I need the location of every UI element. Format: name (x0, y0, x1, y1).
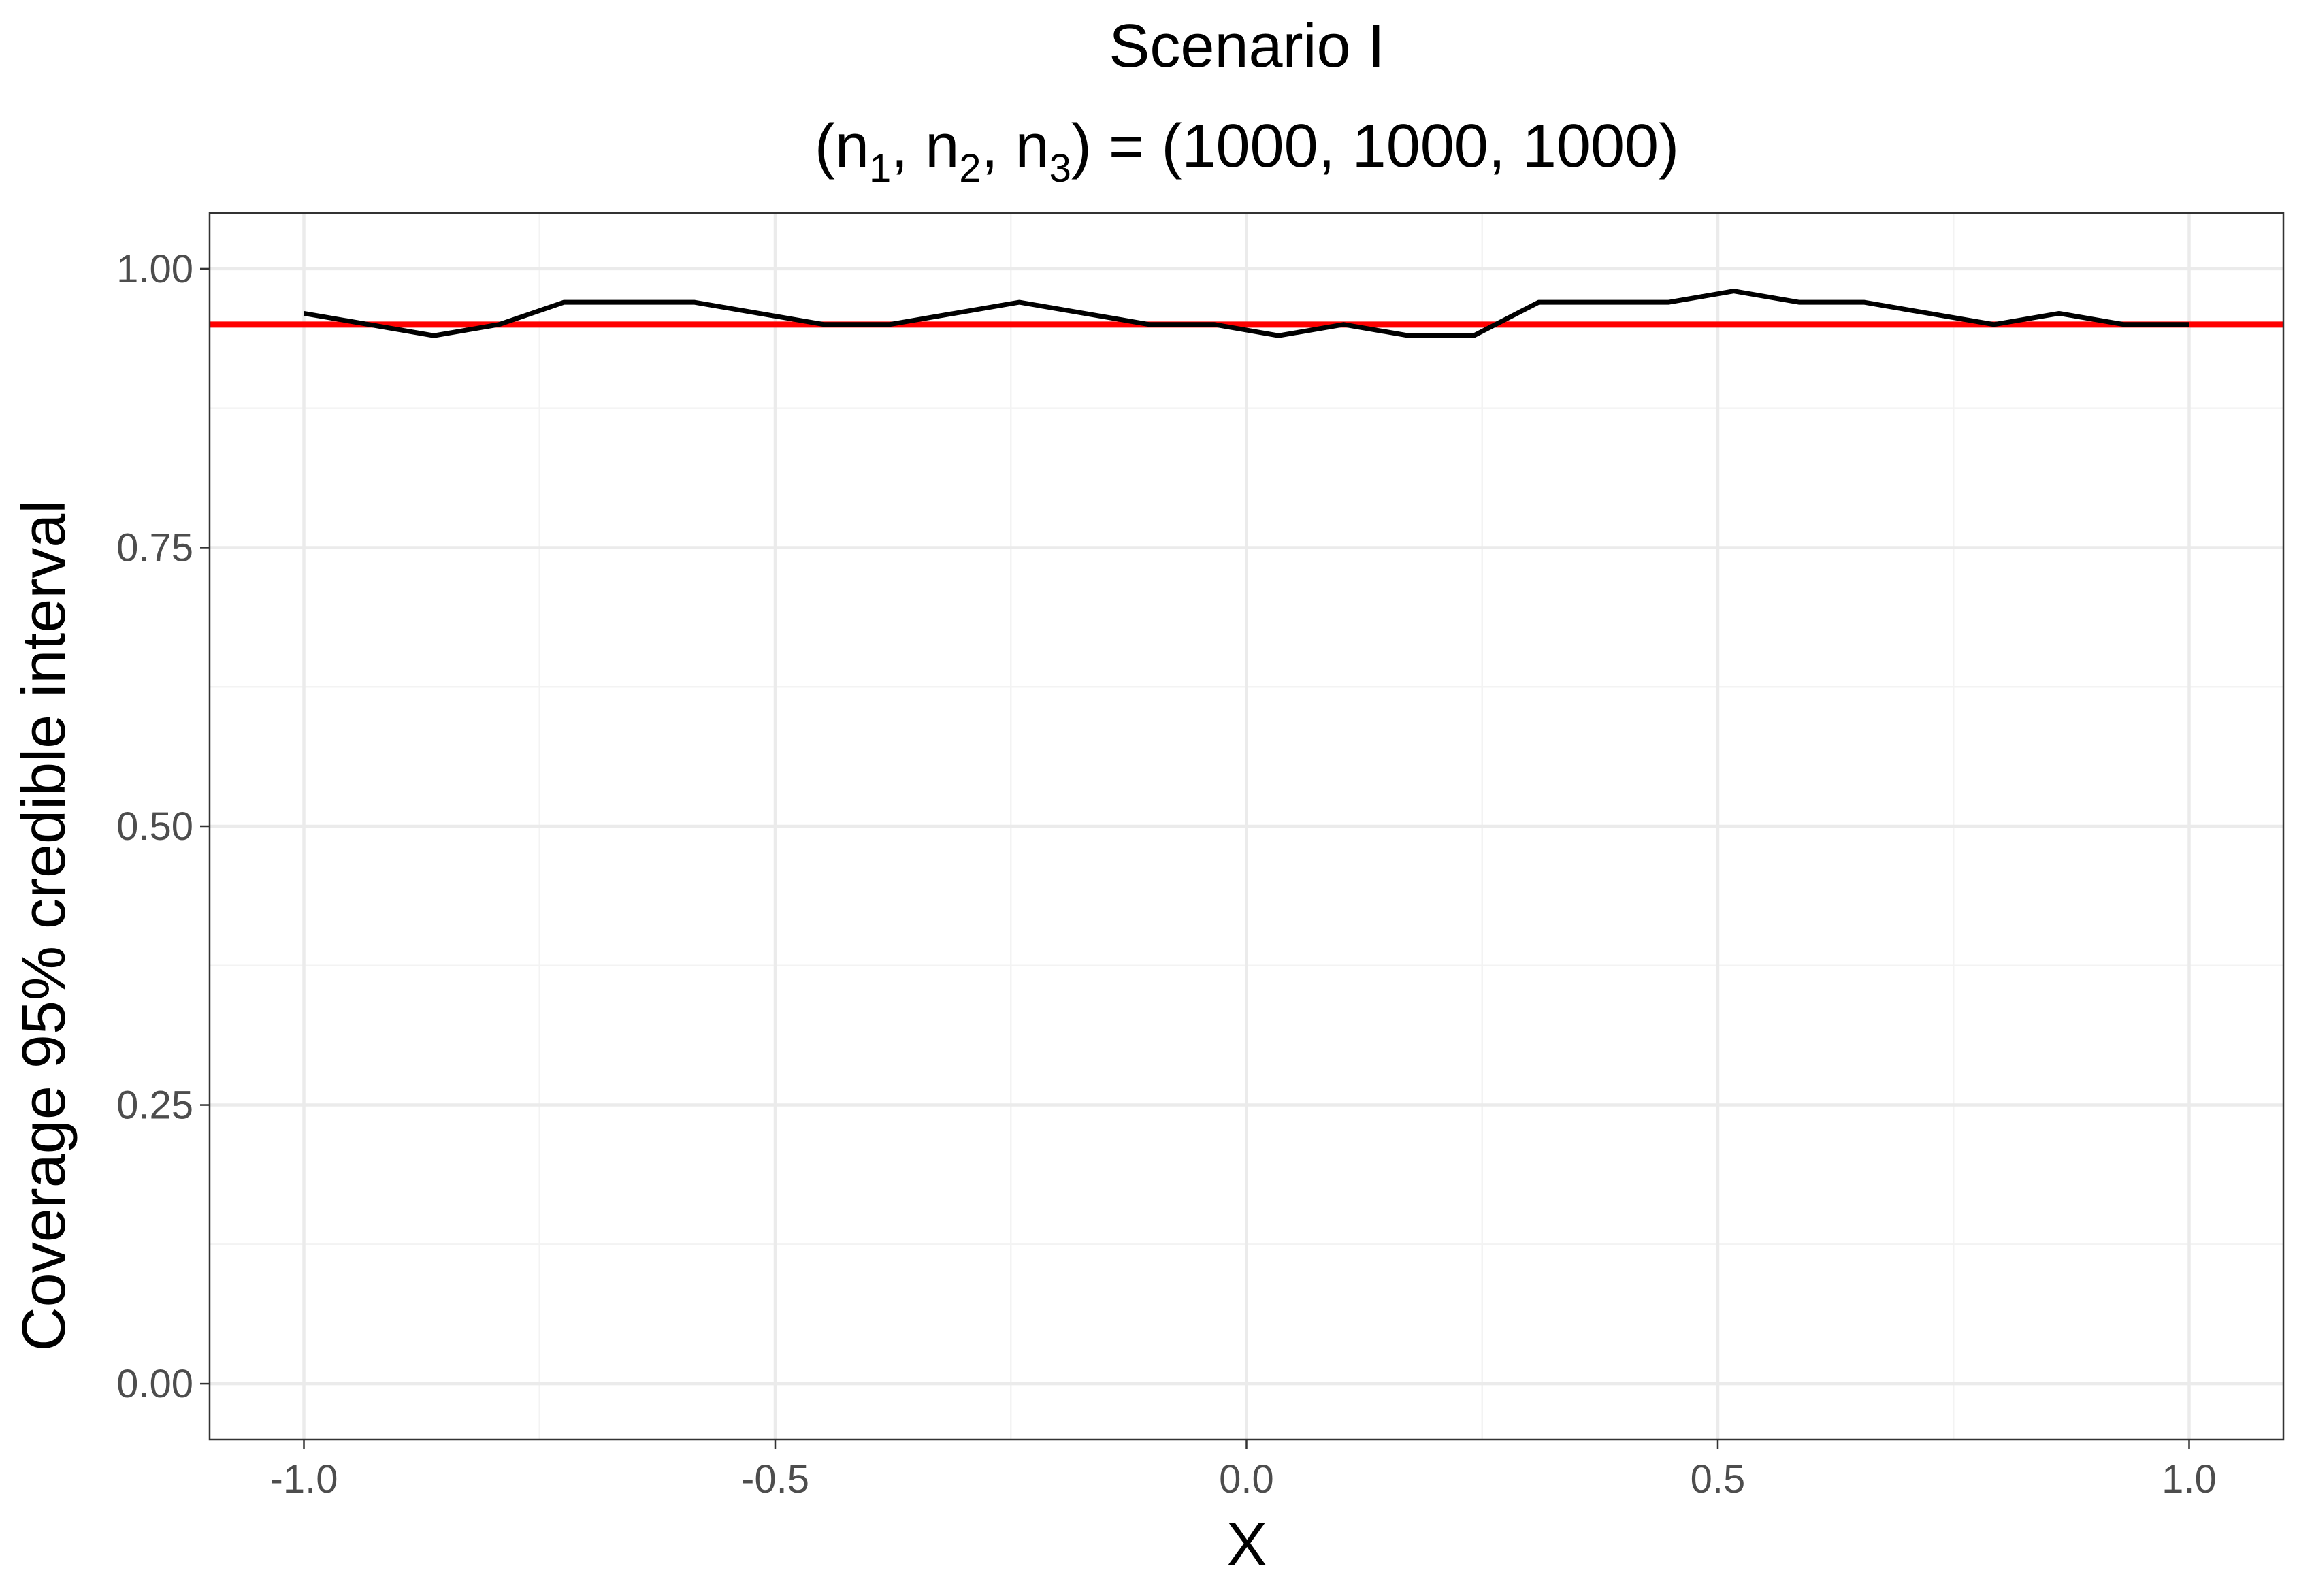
y-tick-label: 1.00 (116, 247, 193, 291)
series-layer (303, 289, 2189, 338)
subtitle-sub-1: 1 (869, 146, 891, 191)
y-axis-title: Coverage 95% credible interval (10, 500, 78, 1352)
y-tick-label: 0.00 (116, 1362, 193, 1406)
x-tick-label: 0.5 (1691, 1457, 1746, 1501)
chart-subtitle: (n1, n2, n3) = (1000, 1000, 1000) (815, 112, 1679, 191)
subtitle-sub-3: 3 (1049, 146, 1071, 191)
y-tick-label: 0.25 (116, 1084, 193, 1128)
axes: -1.0 -0.5 0.0 0.5 1.0 0.00 0.25 0.50 0.75 1.00 (116, 247, 2217, 1501)
x-tick-label: 0.0 (1219, 1457, 1274, 1501)
subtitle-open: (n (815, 112, 869, 180)
x-axis-title: X (1226, 1511, 1267, 1579)
chart-title: Scenario I (1109, 12, 1384, 80)
subtitle-mid-1: , n (891, 112, 959, 180)
subtitle-mid-2: , n (981, 112, 1049, 180)
y-tick-label: 0.75 (116, 525, 193, 570)
subtitle-sub-2: 2 (959, 146, 981, 191)
x-tick-label: 1.0 (2162, 1457, 2217, 1501)
subtitle-close: ) = (1000, 1000, 1000) (1071, 112, 1679, 180)
coverage-series-line (303, 289, 2189, 338)
grid-lines (210, 213, 2283, 1439)
y-tick-label: 0.50 (116, 804, 193, 849)
x-tick-label: -0.5 (741, 1457, 809, 1501)
x-tick-label: -1.0 (270, 1457, 338, 1501)
